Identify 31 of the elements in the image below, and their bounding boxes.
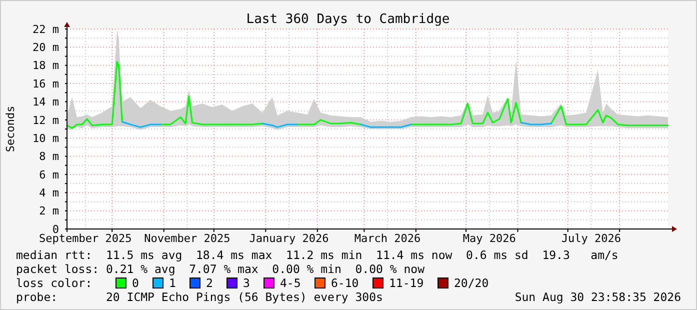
text: packet loss: 0.21 % avg 7.07 % max 0.00 % min 0.00 % now	[16, 262, 425, 276]
legend-label: 11-19	[389, 276, 424, 290]
y-tick-label: 8 m	[39, 150, 60, 164]
y-axis-title: Seconds	[4, 106, 17, 152]
text: probe: 20 ICMP Echo Pings (56 Bytes) every 300s	[16, 290, 383, 304]
y-tick-label: 20 m	[32, 41, 60, 54]
text: median rtt: 11.5 ms avg 18.4 ms max 11.2 ms min 11.4 ms now 0.6 ms sd 19.3 am/s	[16, 248, 618, 262]
y-tick-label: 14 m	[32, 96, 60, 109]
legend-label: 2	[206, 276, 213, 290]
y-tick-label: 10 m	[32, 132, 60, 145]
x-tick-label: November 2025	[144, 232, 230, 245]
x-tick-label: July 2026	[561, 232, 622, 245]
y-tick-label: 22 m	[32, 22, 60, 36]
legend-label: 6-10	[331, 276, 359, 290]
legend-label: 20/20	[454, 276, 489, 290]
x-tick-label: March 2026	[354, 232, 421, 245]
legend-title: loss color:	[16, 276, 92, 290]
x-tick-label: January 2026	[249, 232, 329, 245]
y-tick-label: 4 m	[39, 186, 60, 200]
y-tick-label: 2 m	[39, 204, 60, 218]
legend-label: 0	[132, 276, 139, 290]
y-tick-label: 16 m	[32, 77, 60, 90]
legend-label: 1	[169, 276, 176, 290]
text: Sun Aug 30 23:58:35 2026	[514, 290, 682, 304]
y-tick-label: 18 m	[32, 59, 60, 72]
x-tick-label: May 2026	[462, 232, 516, 245]
y-tick-label: 12 m	[32, 114, 60, 127]
chart-title: Last 360 Days to Cambridge	[246, 12, 450, 27]
legend-label: 4-5	[280, 276, 301, 290]
legend-label: 3	[243, 276, 250, 290]
y-tick-label: 6 m	[39, 168, 60, 182]
